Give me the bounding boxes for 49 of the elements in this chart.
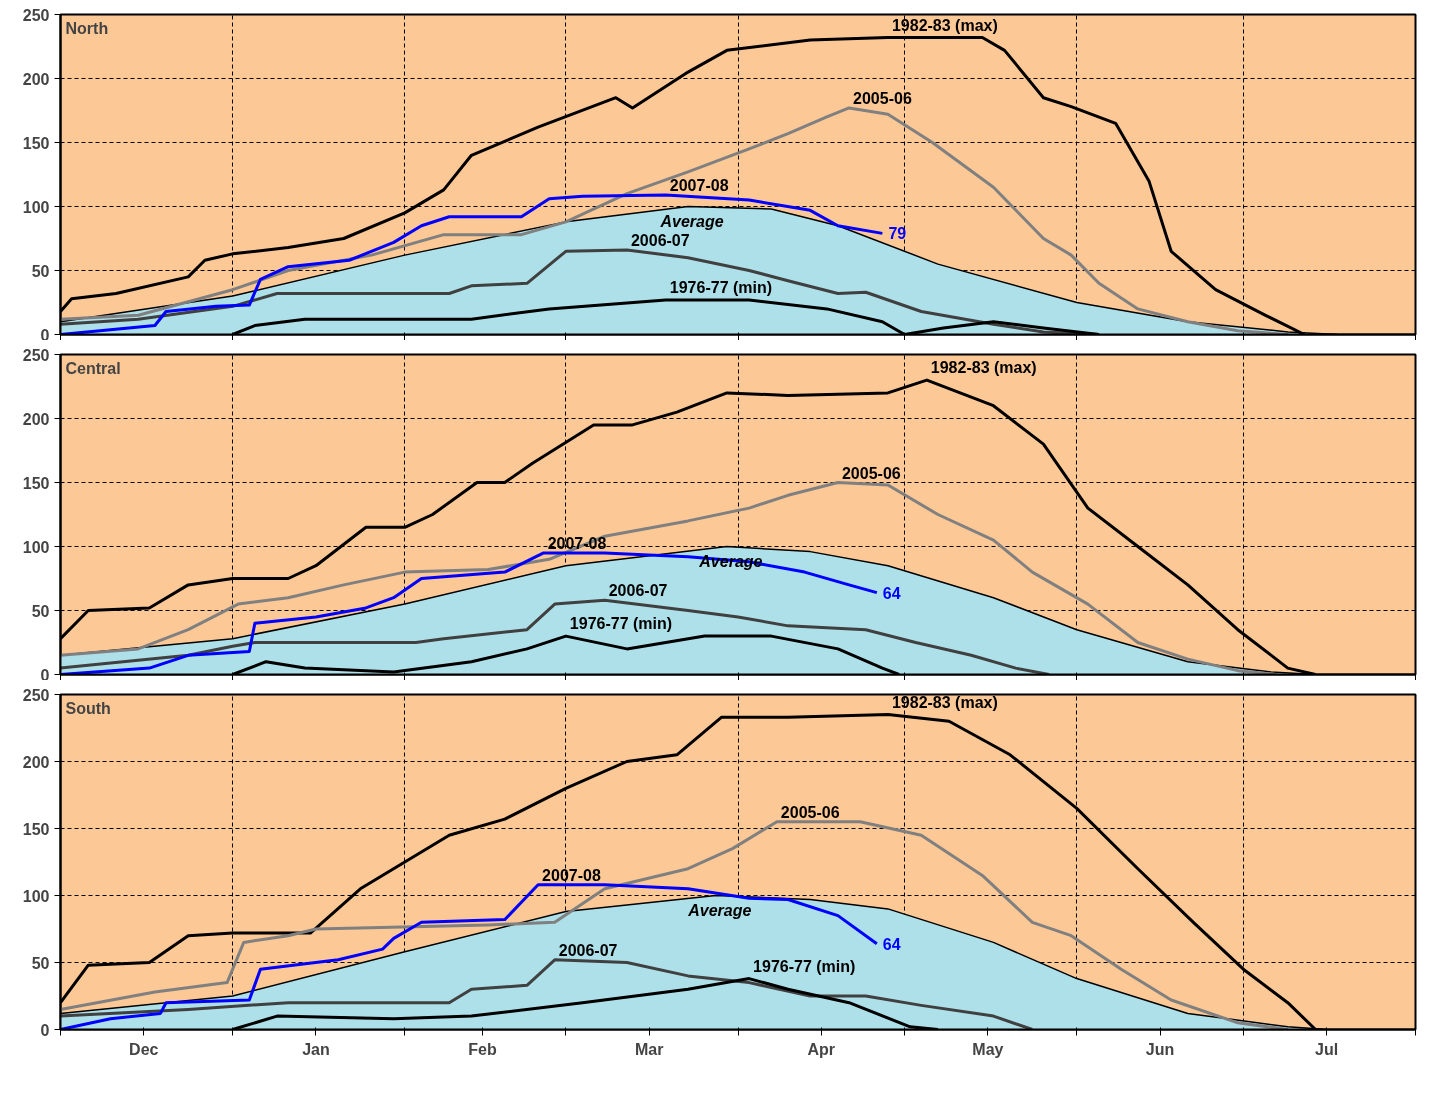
chart-title: South [65,699,111,717]
y-tick-label: 100 [22,538,50,556]
series-label: 2005-06 [841,464,901,482]
x-tick-label: Apr [807,1040,836,1058]
data-label: 64 [882,584,901,602]
y-tick-label: 150 [22,474,50,492]
y-tick-label: 50 [31,262,50,280]
y-tick-label: 100 [22,887,50,905]
series-label: 1982-83 (max) [930,359,1037,377]
series-label: 1976-77 (min) [753,957,856,975]
x-tick-label: Jun [1145,1040,1175,1058]
chart-title: Central [65,359,121,377]
x-tick-label: May [972,1040,1004,1058]
series-label: 2005-06 [780,803,840,821]
x-tick-label: Feb [468,1040,497,1058]
series-label: 2007-08 [542,866,601,884]
y-tick-label: 250 [22,686,50,704]
y-tick-label: 100 [22,198,50,216]
series-label: 2006-07 [558,941,618,959]
series-label: 2007-08 [669,176,729,194]
data-label: 79 [888,225,907,243]
series-label: 1976-77 (min) [669,278,773,296]
x-tick-label: Dec [129,1040,159,1058]
y-tick-label: 50 [31,954,50,972]
x-tick-label: Jan [302,1040,330,1058]
x-tick-label: Mar [634,1040,664,1058]
series-label: 1982-83 (max) [891,16,998,34]
y-tick-label: 200 [22,753,50,771]
series-label: 2006-07 [608,582,668,600]
y-tick-label: 200 [22,410,50,428]
y-tick-label: 0 [40,666,50,684]
x-tick-label: Jul [1315,1040,1339,1058]
y-tick-label: 50 [31,602,50,620]
series-label: 1976-77 (min) [569,615,673,633]
series-label: 1982-83 (max) [891,693,998,711]
y-tick-label: 150 [22,134,50,152]
y-tick-label: 0 [40,1021,50,1039]
y-tick-label: 250 [22,6,50,24]
series-label: Average [659,212,724,230]
series-label: 2007-08 [547,534,607,552]
y-tick-label: 200 [22,70,50,88]
series-label: Average [687,901,752,919]
chart-title: North [65,19,109,37]
y-tick-label: 150 [22,820,50,838]
series-label: 2005-06 [853,89,912,107]
data-label: 64 [882,935,901,953]
y-tick-label: 250 [22,346,50,364]
y-tick-label: 0 [40,326,50,344]
series-label: 2006-07 [630,232,690,250]
